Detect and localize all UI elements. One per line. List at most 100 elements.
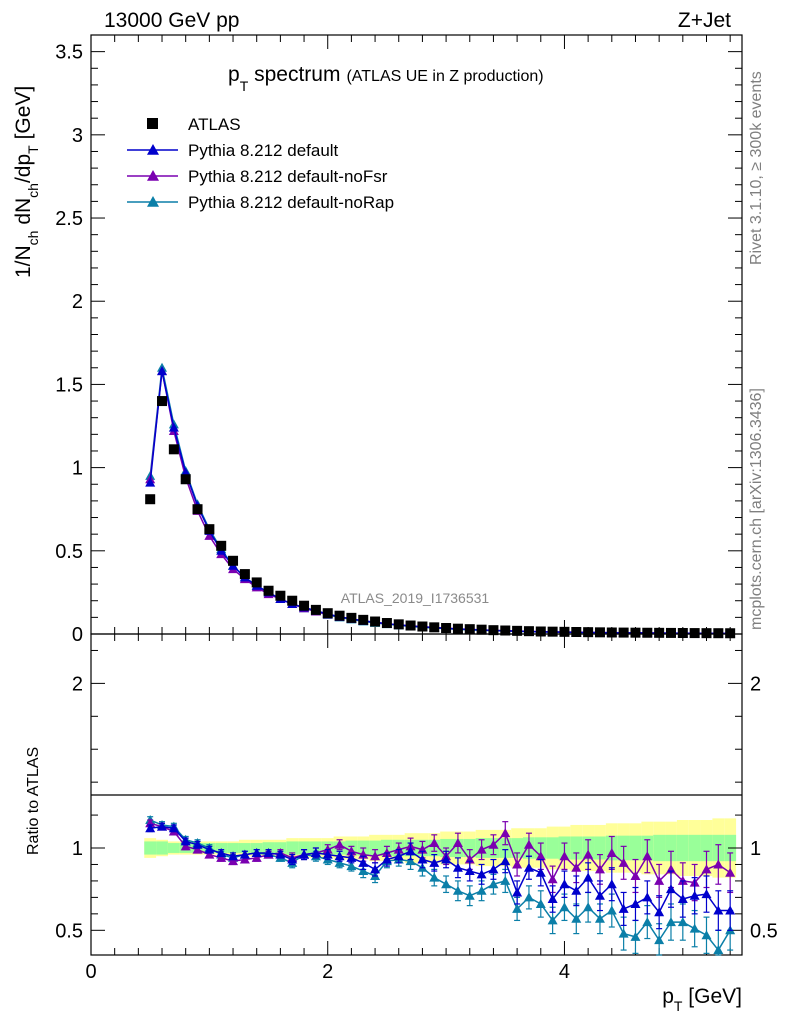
title-note: (ATLAS UE in Z production) (346, 68, 543, 85)
band-inner (570, 836, 583, 860)
band-inner (167, 843, 180, 853)
ratio-point-2 (500, 875, 511, 885)
ratio-point-1 (701, 864, 712, 874)
watermark: ATLAS_2019_I1736531 (341, 590, 490, 606)
data-point (429, 622, 440, 633)
ratio-point-2 (689, 923, 700, 933)
ytick-label: 3 (72, 125, 83, 147)
band-inner (546, 837, 559, 859)
ratio-point-0 (429, 857, 440, 867)
data-point (725, 628, 736, 639)
ratio-point-1 (216, 852, 227, 862)
side-text-bottom: mcplots.cern.ch [arXiv:1306.3436] (748, 388, 765, 630)
ratio-point-0 (571, 885, 582, 895)
ratio-point-0 (287, 854, 298, 864)
ratio-point-0 (405, 846, 416, 856)
data-point (216, 540, 227, 551)
ratio-point-0 (275, 849, 286, 859)
ratio-point-0 (594, 890, 605, 900)
data-point (535, 626, 546, 637)
data-point (523, 626, 534, 637)
ratio-point-1 (618, 857, 629, 867)
ratio-point-0 (523, 862, 534, 872)
ratio-point-1 (239, 854, 250, 864)
ratio-point-0 (630, 898, 641, 908)
data-point (594, 627, 605, 638)
series-point-1 (168, 422, 179, 432)
band-inner (688, 834, 701, 862)
ratio-point-0 (168, 823, 179, 833)
data-point (287, 595, 298, 606)
ratio-point-2 (606, 905, 617, 915)
data-point (618, 627, 629, 638)
data-point (441, 623, 452, 634)
data-point (559, 626, 570, 637)
ytick-label: 2.5 (55, 208, 83, 230)
band-inner (665, 834, 677, 862)
ratio-point-2 (441, 879, 452, 889)
ratio-point-1 (594, 864, 605, 874)
legend-marker (147, 196, 159, 207)
ytick-label: 1 (72, 458, 83, 480)
ratio-point-1 (251, 852, 262, 862)
ratio-point-0 (512, 887, 523, 897)
data-point (512, 625, 523, 636)
ratio-point-2 (429, 872, 440, 882)
data-point (452, 623, 463, 634)
band-inner (700, 834, 713, 862)
band-inner (629, 835, 642, 861)
legend-marker (147, 170, 159, 181)
ratio-ytick-label: 1 (72, 838, 83, 860)
ratio-point-0 (689, 890, 700, 900)
band-inner (676, 834, 689, 862)
ratio-point-2 (535, 898, 546, 908)
ratio-point-0 (393, 851, 404, 861)
data-point (630, 627, 641, 638)
ytick-label: 1.5 (55, 374, 83, 396)
ratio-ylabel: Ratio to ATLAS (25, 747, 42, 855)
ratio-ytick-label-right: 0.5 (750, 920, 778, 942)
ratio-point-2 (452, 885, 463, 895)
ratio-point-2 (547, 915, 558, 925)
legend-marker (147, 144, 159, 155)
ratio-point-0 (547, 894, 558, 904)
ratio-point-2 (405, 856, 416, 866)
title-rest: spectrum (248, 63, 340, 86)
legend-marker (147, 118, 158, 129)
data-point (228, 555, 239, 566)
ratio-point-0 (346, 852, 357, 862)
data-point (251, 577, 262, 588)
side-text-top: Rivet 3.1.10, ≥ 300k events (748, 71, 765, 265)
ratio-point-2 (654, 935, 665, 945)
ratio-point-1 (713, 859, 724, 869)
data-point (665, 627, 676, 638)
data-point (370, 616, 381, 627)
band-inner (298, 841, 310, 855)
data-point (192, 504, 203, 515)
header-left: 13000 GeV pp (104, 9, 239, 32)
legend-label: Pythia 8.212 default-noRap (188, 193, 394, 212)
data-point (464, 624, 475, 635)
band-inner (511, 838, 524, 858)
ratio-point-1 (204, 849, 215, 859)
data-point (713, 628, 724, 639)
ratio-point-2 (464, 890, 475, 900)
data-point (310, 604, 321, 615)
ratio-point-0 (216, 847, 227, 857)
ratio-point-2 (677, 917, 688, 927)
ratio-point-0 (452, 862, 463, 872)
ratio-point-0 (358, 857, 369, 867)
data-point (606, 627, 617, 638)
ratio-point-1 (500, 828, 511, 838)
ratio-point-0 (464, 866, 475, 876)
data-point (654, 627, 665, 638)
ratio-point-1 (488, 839, 499, 849)
ratio-point-0 (228, 851, 239, 861)
ratio-point-2 (334, 857, 345, 867)
data-point (642, 627, 653, 638)
data-point (334, 610, 345, 621)
xtick-label: 2 (322, 961, 333, 983)
ratio-point-0 (665, 884, 676, 894)
data-point (571, 627, 582, 638)
ratio-ytick-label-right: 2 (750, 673, 761, 695)
